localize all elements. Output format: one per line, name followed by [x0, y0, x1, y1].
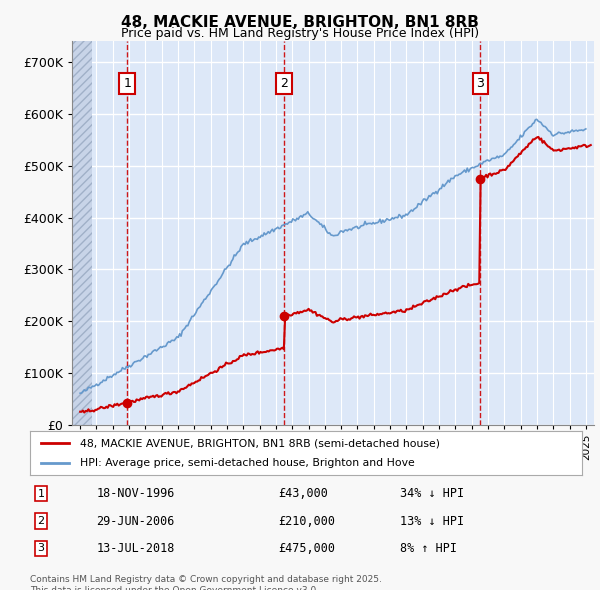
Text: 18-NOV-1996: 18-NOV-1996 [96, 487, 175, 500]
Text: 1: 1 [123, 77, 131, 90]
Text: £475,000: £475,000 [278, 542, 335, 555]
Text: 34% ↓ HPI: 34% ↓ HPI [400, 487, 464, 500]
Text: 29-JUN-2006: 29-JUN-2006 [96, 514, 175, 527]
Text: 13-JUL-2018: 13-JUL-2018 [96, 542, 175, 555]
Text: Price paid vs. HM Land Registry's House Price Index (HPI): Price paid vs. HM Land Registry's House … [121, 27, 479, 40]
Text: Contains HM Land Registry data © Crown copyright and database right 2025.
This d: Contains HM Land Registry data © Crown c… [30, 575, 382, 590]
Text: HPI: Average price, semi-detached house, Brighton and Hove: HPI: Average price, semi-detached house,… [80, 458, 415, 467]
Text: 3: 3 [476, 77, 484, 90]
Text: £210,000: £210,000 [278, 514, 335, 527]
Text: 13% ↓ HPI: 13% ↓ HPI [400, 514, 464, 527]
Text: 3: 3 [38, 543, 44, 553]
Text: 1: 1 [38, 489, 44, 499]
Text: 2: 2 [37, 516, 44, 526]
Text: 8% ↑ HPI: 8% ↑ HPI [400, 542, 457, 555]
Bar [72, 41, 92, 425]
Text: £43,000: £43,000 [278, 487, 328, 500]
Text: 48, MACKIE AVENUE, BRIGHTON, BN1 8RB: 48, MACKIE AVENUE, BRIGHTON, BN1 8RB [121, 15, 479, 30]
Text: 48, MACKIE AVENUE, BRIGHTON, BN1 8RB (semi-detached house): 48, MACKIE AVENUE, BRIGHTON, BN1 8RB (se… [80, 438, 440, 448]
Text: 2: 2 [280, 77, 288, 90]
